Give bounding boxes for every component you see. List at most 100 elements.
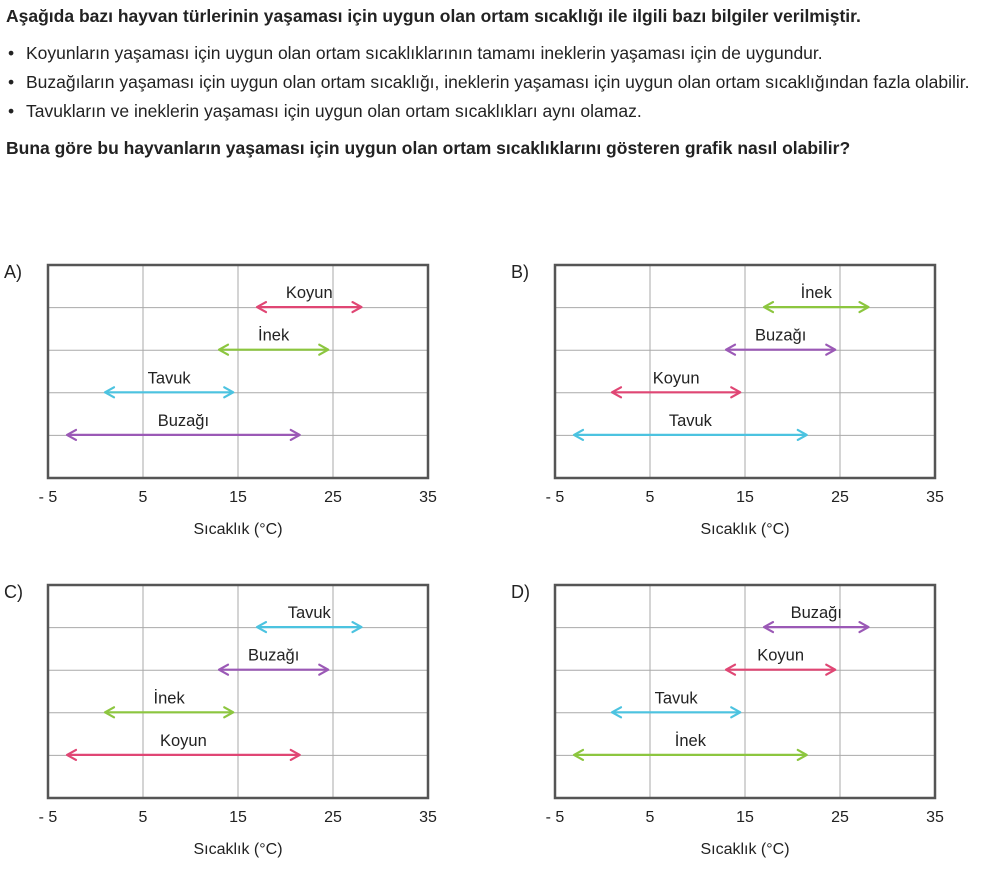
arrowhead-left-icon [762,621,775,634]
arrowhead-right-icon [730,706,742,719]
plot-frame [553,263,937,480]
arrowhead-right-icon [289,748,301,761]
arrowhead-left-icon [217,343,230,356]
arrowhead-right-icon [351,301,363,314]
info-item: • Koyunların yaşaması için uygun olan ort… [6,39,994,68]
option-c-panel[interactable]: C) - 5 5 15 25 35 Sıcaklık (°C) Tavuk Buzağı İne… [4,582,484,882]
arrowhead-right-icon [796,748,808,761]
range-label: İnek [801,283,833,302]
range-label: Koyun [160,732,207,750]
range-arrow-tavuk [610,706,742,719]
option-label: B) [511,262,529,282]
x-axis-label: Sıcaklık (°C) [193,841,282,858]
option-label: D) [511,582,530,602]
arrowhead-right-icon [318,343,330,356]
range-arrow-koyun [724,663,837,676]
range-arrow-buzağı [724,343,837,356]
range-label: Tavuk [288,604,332,622]
tick-label: 25 [324,489,342,506]
info-item: • Tavukların ve ineklerin yaşaması için u… [6,97,994,126]
tick-label: 15 [229,489,247,506]
arrowhead-right-icon [223,706,235,719]
arrowhead-left-icon [572,748,585,761]
tick-label: 15 [736,809,754,826]
plot-frame [553,583,937,800]
tick-label: 5 [646,809,655,826]
range-arrow-koyun [65,748,301,761]
range-label: Buzağı [755,327,806,345]
range-arrow-buzağı [65,428,301,441]
range-arrow-tavuk [572,428,808,441]
arrowhead-left-icon [762,301,775,314]
tick-label: - 5 [546,809,565,826]
question-prompt: Buna göre bu hayvanların yaşaması için u… [6,138,851,158]
range-label: İnek [675,731,707,750]
tick-label: 5 [139,809,148,826]
range-label: Tavuk [669,412,713,430]
range-arrow-koyun [255,301,363,314]
tick-label: 15 [736,489,754,506]
tick-label: 25 [831,809,849,826]
arrowhead-left-icon [610,386,623,399]
arrowhead-left-icon [65,428,78,441]
arrowhead-right-icon [796,428,808,441]
tick-label: - 5 [546,489,565,506]
info-list: • Koyunların yaşaması için uygun olan ort… [6,39,994,126]
option-label: A) [4,262,22,282]
option-a-panel[interactable]: A) - 5 5 15 25 35 Sıcaklık (°C) Koyun İnek Tavuk… [4,262,484,562]
range-arrow-buzağı [217,663,330,676]
arrowhead-left-icon [103,706,116,719]
arrowhead-right-icon [858,621,870,634]
arrowhead-right-icon [730,386,742,399]
arrowhead-left-icon [572,428,585,441]
tick-label: 5 [646,489,655,506]
range-label: İnek [258,326,290,345]
tick-label: 35 [419,489,437,506]
range-label: Buzağı [248,647,299,665]
option-d-panel[interactable]: D) - 5 5 15 25 35 Sıcaklık (°C) Buzağı Koyun Tav… [511,582,991,882]
question-intro: Aşağıda bazı hayvan türlerinin yaşaması … [6,6,861,26]
chart-b: - 5 5 15 25 35 Sıcaklık (°C) İnek Buzağı Koyun Ta… [546,263,944,538]
arrowhead-right-icon [825,663,837,676]
info-item: • Buzağıların yaşaması için uygun olan or… [6,68,994,97]
info-text: Tavukların ve ineklerin yaşaması için uy… [26,101,642,121]
tick-label: 15 [229,809,247,826]
tick-label: - 5 [39,809,58,826]
range-label: Koyun [757,647,804,665]
arrowhead-left-icon [103,386,116,399]
tick-label: 35 [419,809,437,826]
bullet-icon: • [8,101,15,121]
arrowhead-left-icon [724,663,737,676]
range-arrow-buzağı [762,621,870,634]
arrowhead-right-icon [825,343,837,356]
range-arrow-tavuk [103,386,235,399]
chart-d: - 5 5 15 25 35 Sıcaklık (°C) Buzağı Koyun Tavuk İ… [546,583,944,858]
range-arrow-tavuk [255,621,363,634]
chart-a: - 5 5 15 25 35 Sıcaklık (°C) Koyun İnek Tavuk Buz… [39,263,437,538]
bullet-icon: • [8,72,15,92]
tick-label: - 5 [39,489,58,506]
option-b-panel[interactable]: B) - 5 5 15 25 35 Sıcaklık (°C) İnek Buzağı Koyu… [511,262,991,562]
arrowhead-left-icon [610,706,623,719]
tick-label: 5 [139,489,148,506]
tick-label: 35 [926,809,944,826]
tick-label: 35 [926,489,944,506]
range-arrow-i̇nek [762,301,870,314]
x-axis-label: Sıcaklık (°C) [700,521,789,538]
arrowhead-right-icon [858,301,870,314]
range-label: Tavuk [148,369,192,387]
question-block: Aşağıda bazı hayvan türlerinin yaşaması … [6,2,994,181]
bullet-icon: • [8,43,15,63]
range-label: Buzağı [791,604,842,622]
tick-label: 25 [831,489,849,506]
arrowhead-left-icon [255,301,268,314]
arrowhead-right-icon [289,428,301,441]
info-text: Koyunların yaşaması için uygun olan orta… [26,43,823,63]
plot-frame [46,583,430,800]
arrowhead-left-icon [255,621,268,634]
option-label: C) [4,582,23,602]
x-axis-label: Sıcaklık (°C) [700,841,789,858]
info-text: Buzağıların yaşaması için uygun olan ort… [26,72,970,92]
range-arrow-i̇nek [103,706,235,719]
plot-frame [46,263,430,480]
